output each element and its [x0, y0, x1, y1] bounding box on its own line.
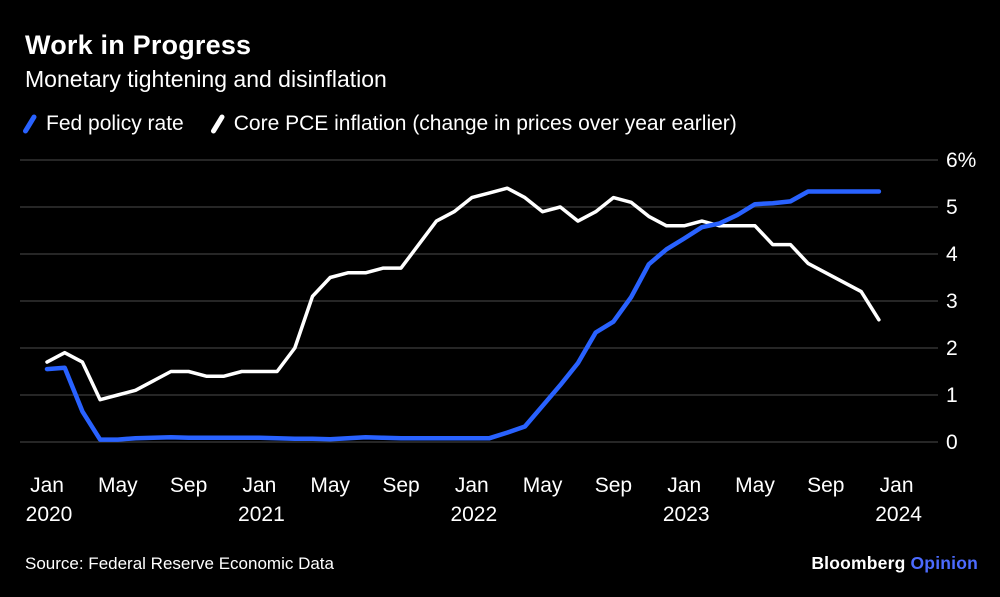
- x-axis-month-label: Jan: [667, 474, 701, 497]
- x-axis-month-label: Jan: [242, 474, 276, 497]
- x-axis-month-label: Jan: [880, 474, 914, 497]
- x-axis-year-label: 2022: [450, 503, 497, 526]
- legend-item-fed-policy-rate: Fed policy rate: [22, 112, 184, 136]
- x-axis-month-label: May: [310, 474, 350, 497]
- y-axis-label: 1: [946, 384, 958, 407]
- y-axis-label: 6%: [946, 149, 976, 172]
- source-credit: Source: Federal Reserve Economic Data: [25, 554, 334, 573]
- core-pce-inflation-line: [45, 186, 881, 402]
- legend-item-core-pce: Core PCE inflation (change in prices ove…: [210, 112, 737, 136]
- chart-title: Work in Progress: [25, 30, 252, 60]
- fed-policy-rate-line: [44, 189, 882, 442]
- x-axis-year-label: 2021: [238, 503, 285, 526]
- y-axis-label: 0: [946, 431, 958, 454]
- x-axis-month-label: May: [98, 474, 138, 497]
- legend-label-fed-policy-rate: Fed policy rate: [46, 112, 184, 135]
- x-axis-month-label: Jan: [455, 474, 489, 497]
- x-axis-month-label: Jan: [30, 474, 64, 497]
- brand-bloomberg: Bloomberg: [811, 553, 906, 573]
- y-axis-label: 5: [946, 196, 958, 219]
- x-axis-year-label: 2020: [26, 503, 73, 526]
- core-pce-swatch-icon: [210, 114, 225, 134]
- y-axis-label: 2: [946, 337, 958, 360]
- x-axis-year-label: 2023: [663, 503, 710, 526]
- legend-label-core-pce: Core PCE inflation (change in prices ove…: [233, 112, 737, 135]
- x-axis-year-label: 2024: [875, 503, 922, 526]
- x-axis-month-label: Sep: [807, 474, 844, 497]
- legend: Fed policy rate Core PCE inflation (chan…: [22, 112, 737, 136]
- y-axis-label: 3: [946, 290, 958, 313]
- fed-policy-rate-swatch-icon: [23, 114, 37, 134]
- x-axis-month-label: May: [735, 474, 775, 497]
- x-axis-month-label: May: [523, 474, 563, 497]
- chart-subtitle: Monetary tightening and disinflation: [25, 66, 387, 92]
- x-axis-month-label: Sep: [595, 474, 632, 497]
- x-axis-month-label: Sep: [170, 474, 207, 497]
- line-chart: 6% 5 4 3 2 1 0 Jan 2020 May Sep Jan 2021 May Sep Jan 202…: [20, 149, 976, 526]
- y-axis-label: 4: [946, 243, 958, 266]
- brand-logo: Bloomberg Opinion: [811, 553, 978, 574]
- brand-opinion: Opinion: [910, 553, 978, 573]
- x-axis-month-label: Sep: [382, 474, 419, 497]
